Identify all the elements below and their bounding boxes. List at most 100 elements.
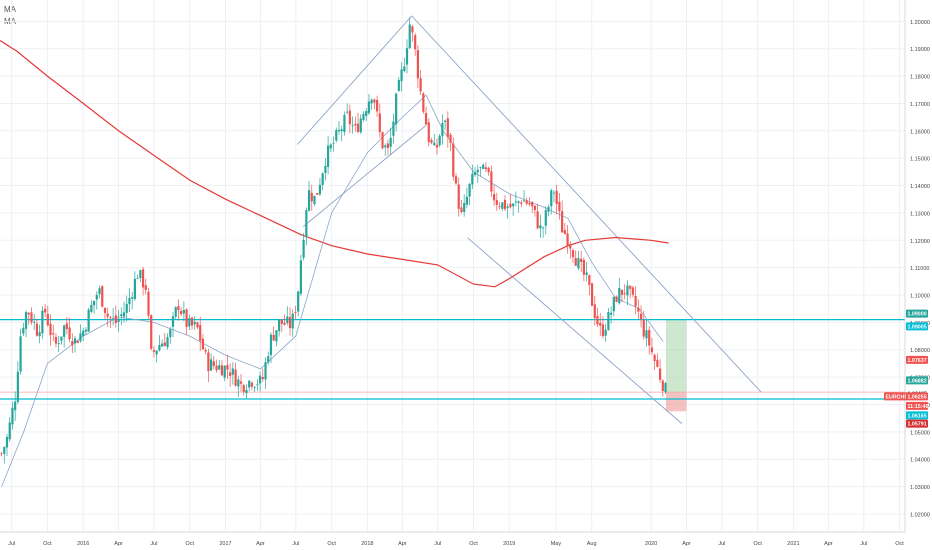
candle-body [87, 309, 90, 332]
y-tick-label: 1.02000 [910, 512, 930, 518]
candle-body [57, 343, 60, 345]
candle-body [294, 311, 297, 313]
candle-body [446, 118, 449, 138]
candle-body [618, 288, 621, 304]
candle-body [5, 436, 9, 448]
candle-body [201, 338, 205, 350]
candle-body [375, 100, 379, 112]
candle-body [571, 250, 575, 258]
price-label-bg [906, 309, 928, 318]
candle-body [359, 118, 362, 133]
y-tick-label: 1.18000 [910, 75, 930, 81]
price-label-bg [906, 355, 928, 364]
candle-body [427, 122, 430, 143]
candle-body [136, 278, 139, 279]
candle-body [92, 300, 96, 306]
candle-body [438, 135, 441, 146]
candle-body [152, 350, 156, 352]
candle-body [106, 313, 109, 317]
candle-body [653, 354, 656, 361]
candle-body [46, 313, 49, 326]
candle-body [457, 184, 460, 209]
candle-body [550, 190, 553, 207]
candle-body [615, 296, 618, 302]
y-tick-label: 1.04000 [910, 458, 930, 464]
price-labels: 1.090001.090051.076371.068821.06405EURCH… [884, 309, 928, 428]
candle-body [182, 310, 185, 314]
y-tick-label: 1.14000 [910, 184, 930, 190]
candle-body [258, 375, 262, 384]
price-label-bg [906, 401, 928, 410]
candle-body [574, 258, 577, 266]
x-tick-label: Apr [114, 541, 123, 547]
candle-body [133, 278, 136, 299]
candle-body [408, 24, 411, 49]
x-tick-label: Apr [398, 541, 407, 547]
candle-body [253, 386, 256, 388]
drawing-lines[interactable] [0, 15, 905, 424]
x-tick-label: Jul [718, 541, 725, 547]
price-label: EURCHF [886, 394, 909, 400]
candle-body [313, 195, 316, 205]
candle-body [337, 129, 341, 132]
candle-body [95, 294, 98, 300]
candle-body [512, 203, 515, 207]
x-tick-label: Oct [185, 541, 194, 547]
candle-body [327, 145, 330, 167]
candle-body [373, 99, 376, 103]
candle-body [283, 322, 286, 325]
candle-body [65, 323, 68, 330]
candle-body [362, 113, 365, 120]
candle-body [639, 313, 643, 319]
ma-legend-1[interactable]: MA [4, 5, 16, 14]
candles [0, 17, 667, 464]
y-tick-label: 1.10000 [910, 294, 930, 300]
position-tool[interactable] [665, 319, 687, 412]
y-tick-label: 1.05000 [910, 430, 930, 436]
candle-body [561, 211, 564, 233]
candle-body [430, 140, 433, 143]
x-tick-label: Oct [43, 541, 52, 547]
candle-body [479, 167, 482, 168]
x-tick-label: Apr [824, 541, 833, 547]
price-label: 1.06255 [908, 394, 927, 400]
candle-body [261, 376, 264, 380]
candle-body [272, 334, 275, 341]
candle-body [389, 137, 392, 147]
y-tick-label: 1.19000 [910, 47, 930, 53]
candle-body [555, 190, 558, 204]
candle-body [433, 142, 436, 146]
profit-zone [665, 319, 687, 393]
candle-body [3, 447, 6, 454]
candle-body [533, 205, 537, 211]
trend-line-lower-rise [302, 124, 427, 227]
candle-body [444, 120, 447, 122]
candle-body [229, 372, 232, 376]
candle-body [528, 202, 531, 205]
candle-body [351, 125, 354, 127]
candle-body [588, 275, 591, 285]
candle-body [506, 206, 509, 208]
candle-body [204, 350, 207, 352]
candle-body [73, 338, 77, 344]
candle-body [607, 312, 610, 330]
candle-body [525, 200, 528, 204]
candle-body [414, 35, 417, 50]
candle-body [68, 327, 71, 340]
candle-body [35, 323, 39, 336]
candle-body [501, 202, 504, 209]
candle-body [109, 317, 112, 319]
candle-body [449, 134, 452, 143]
candle-body [218, 365, 221, 370]
candle-body [256, 384, 259, 386]
candle-body [190, 317, 194, 326]
candle-body [343, 114, 346, 133]
candle-body [250, 382, 254, 387]
candle-body [63, 325, 66, 337]
candle-body [648, 330, 651, 346]
candle-body [520, 202, 523, 204]
candle-body [536, 211, 539, 229]
candle-body [128, 297, 131, 305]
x-tick-label: Jul [150, 541, 157, 547]
